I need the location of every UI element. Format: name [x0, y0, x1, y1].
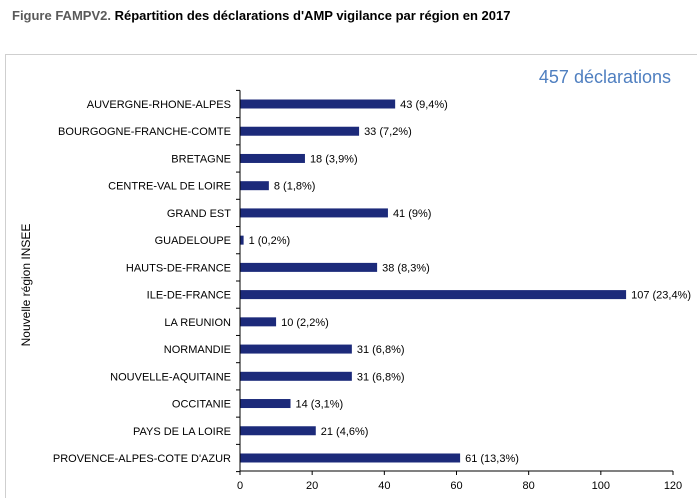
- axis-layer: 0 20 40 60 80 100 120: [236, 89, 682, 492]
- figure-title-text: Répartition des déclarations d'AMP vigil…: [114, 8, 511, 23]
- data-label-13: 61 (13,3%): [465, 453, 519, 465]
- category-label-5: GUADELOUPE: [155, 235, 231, 247]
- category-label-12: PAYS DE LA LOIRE: [133, 426, 231, 438]
- bars-layer: AUVERGNE-RHONE-ALPES 43 (9,4%) BOURGOGNE-F…: [53, 99, 691, 465]
- x-tick-label-2: 40: [378, 480, 390, 492]
- x-tick-label-1: 20: [306, 480, 318, 492]
- y-axis-title: Nouvelle région INSEE: [19, 224, 33, 347]
- category-label-4: GRAND EST: [167, 208, 231, 220]
- category-label-8: LA REUNION: [164, 317, 231, 329]
- bar-9: [240, 344, 352, 354]
- data-label-5: 1 (0,2%): [249, 235, 291, 247]
- category-label-3: CENTRE-VAL DE LOIRE: [108, 181, 231, 193]
- bar-0: [240, 99, 396, 109]
- bar-12: [240, 426, 316, 436]
- data-label-12: 21 (4,6%): [321, 426, 369, 438]
- bar-7: [240, 290, 627, 300]
- data-label-10: 31 (6,8%): [357, 371, 405, 383]
- category-label-9: NORMANDIE: [164, 344, 231, 356]
- data-label-11: 14 (3,1%): [296, 399, 344, 411]
- data-label-0: 43 (9,4%): [400, 99, 448, 111]
- bar-11: [240, 399, 291, 409]
- bar-8: [240, 317, 277, 327]
- chart-frame: [5, 54, 697, 498]
- x-tick-label-6: 120: [664, 480, 682, 492]
- data-label-7: 107 (23,4%): [631, 290, 691, 302]
- category-label-1: BOURGOGNE-FRANCHE-COMTE: [58, 126, 231, 138]
- data-label-9: 31 (6,8%): [357, 344, 405, 356]
- category-label-2: BRETAGNE: [171, 153, 231, 165]
- data-label-3: 8 (1,8%): [274, 181, 316, 193]
- x-tick-label-4: 80: [523, 480, 535, 492]
- total-declarations-annotation: 457 déclarations: [539, 67, 671, 87]
- data-label-1: 33 (7,2%): [364, 126, 412, 138]
- bar-6: [240, 262, 378, 272]
- category-label-7: ILE-DE-FRANCE: [147, 290, 231, 302]
- figure-title-prefix: Figure FAMPV2.: [12, 8, 111, 23]
- bar-3: [240, 181, 269, 191]
- category-label-13: PROVENCE-ALPES-COTE D'AZUR: [53, 453, 231, 465]
- bar-1: [240, 126, 360, 136]
- data-label-6: 38 (8,3%): [382, 262, 430, 274]
- data-label-2: 18 (3,9%): [310, 153, 358, 165]
- bar-2: [240, 153, 305, 163]
- data-label-8: 10 (2,2%): [281, 317, 329, 329]
- category-label-11: OCCITANIE: [172, 399, 231, 411]
- category-label-6: HAUTS-DE-FRANCE: [126, 262, 231, 274]
- category-label-10: NOUVELLE-AQUITAINE: [110, 371, 231, 383]
- x-tick-label-0: 0: [237, 480, 243, 492]
- figure-title: Figure FAMPV2. Répartition des déclarati…: [12, 8, 510, 23]
- x-tick-label-5: 100: [592, 480, 610, 492]
- bar-13: [240, 453, 461, 463]
- x-tick-label-3: 60: [450, 480, 462, 492]
- bar-5: [240, 235, 244, 245]
- bar-10: [240, 371, 352, 381]
- bar-4: [240, 208, 388, 218]
- data-label-4: 41 (9%): [393, 208, 432, 220]
- category-label-0: AUVERGNE-RHONE-ALPES: [87, 99, 231, 111]
